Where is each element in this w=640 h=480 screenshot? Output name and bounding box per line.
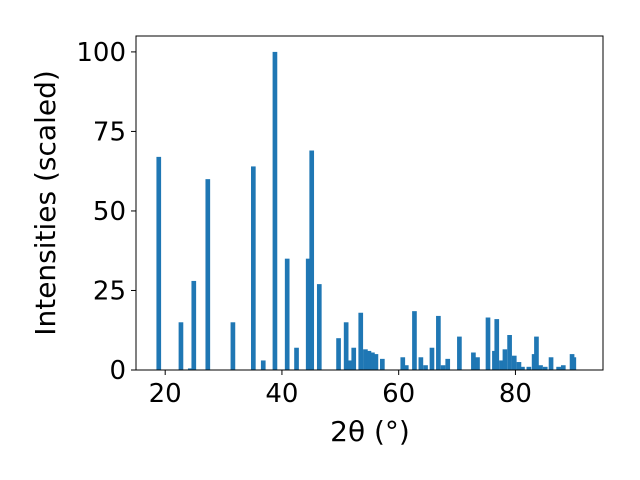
bar — [560, 365, 566, 370]
bar — [336, 338, 341, 370]
bar — [230, 322, 236, 370]
bar — [423, 365, 428, 370]
x-tick-label: 80 — [499, 379, 532, 409]
bar — [418, 357, 424, 370]
bar — [511, 355, 517, 370]
bar — [542, 366, 548, 370]
bar — [516, 362, 522, 370]
bar — [507, 335, 512, 370]
bar — [347, 360, 352, 370]
bar — [485, 317, 491, 370]
plot-frame — [135, 35, 604, 371]
bar — [502, 349, 508, 370]
bar — [403, 365, 409, 370]
bar — [284, 258, 290, 370]
x-tick-label: 40 — [265, 379, 298, 409]
bar — [412, 311, 417, 370]
bar — [363, 349, 368, 370]
bar — [351, 347, 357, 370]
bar — [436, 315, 441, 370]
bar — [531, 354, 537, 370]
bar — [494, 319, 500, 370]
x-tick-label: 60 — [382, 379, 415, 409]
y-tick-label: 100 — [76, 38, 126, 68]
bar — [457, 336, 462, 370]
bar — [358, 312, 364, 370]
y-axis-ticks: 0 25 50 75 100 — [76, 38, 136, 386]
x-axis-label: 2θ (°) — [330, 415, 410, 448]
bar — [309, 150, 315, 370]
bar — [440, 365, 446, 370]
bar — [499, 360, 504, 370]
bar — [156, 156, 162, 370]
bar — [538, 365, 543, 370]
y-tick-label: 25 — [93, 276, 126, 306]
bar — [272, 51, 278, 371]
y-axis-label: Intensities (scaled) — [29, 70, 62, 336]
bar — [187, 368, 193, 370]
bar — [380, 358, 385, 370]
bar — [445, 358, 451, 370]
x-tick-label: 20 — [149, 379, 182, 409]
bar — [526, 366, 532, 370]
bar — [250, 166, 256, 370]
bar — [548, 357, 554, 370]
bar — [471, 352, 476, 370]
bar — [191, 280, 197, 370]
bar — [475, 357, 480, 370]
bar — [400, 357, 406, 370]
bar — [178, 322, 184, 370]
y-tick-label: 0 — [109, 356, 126, 386]
y-tick-label: 50 — [93, 197, 126, 227]
x-axis-ticks: 20 40 60 80 — [149, 370, 532, 409]
bar — [571, 357, 577, 370]
bar — [343, 322, 349, 370]
y-tick-label: 75 — [93, 117, 126, 147]
bar — [316, 284, 322, 370]
bar — [429, 347, 435, 370]
bar — [534, 336, 539, 370]
bar — [305, 258, 311, 370]
bar — [205, 179, 211, 370]
bar — [520, 366, 525, 370]
bar — [366, 350, 372, 370]
bar — [294, 347, 299, 370]
bar — [556, 366, 561, 370]
bar — [373, 354, 379, 370]
bar — [260, 360, 266, 370]
bars-group — [156, 51, 577, 371]
bar — [370, 352, 375, 370]
